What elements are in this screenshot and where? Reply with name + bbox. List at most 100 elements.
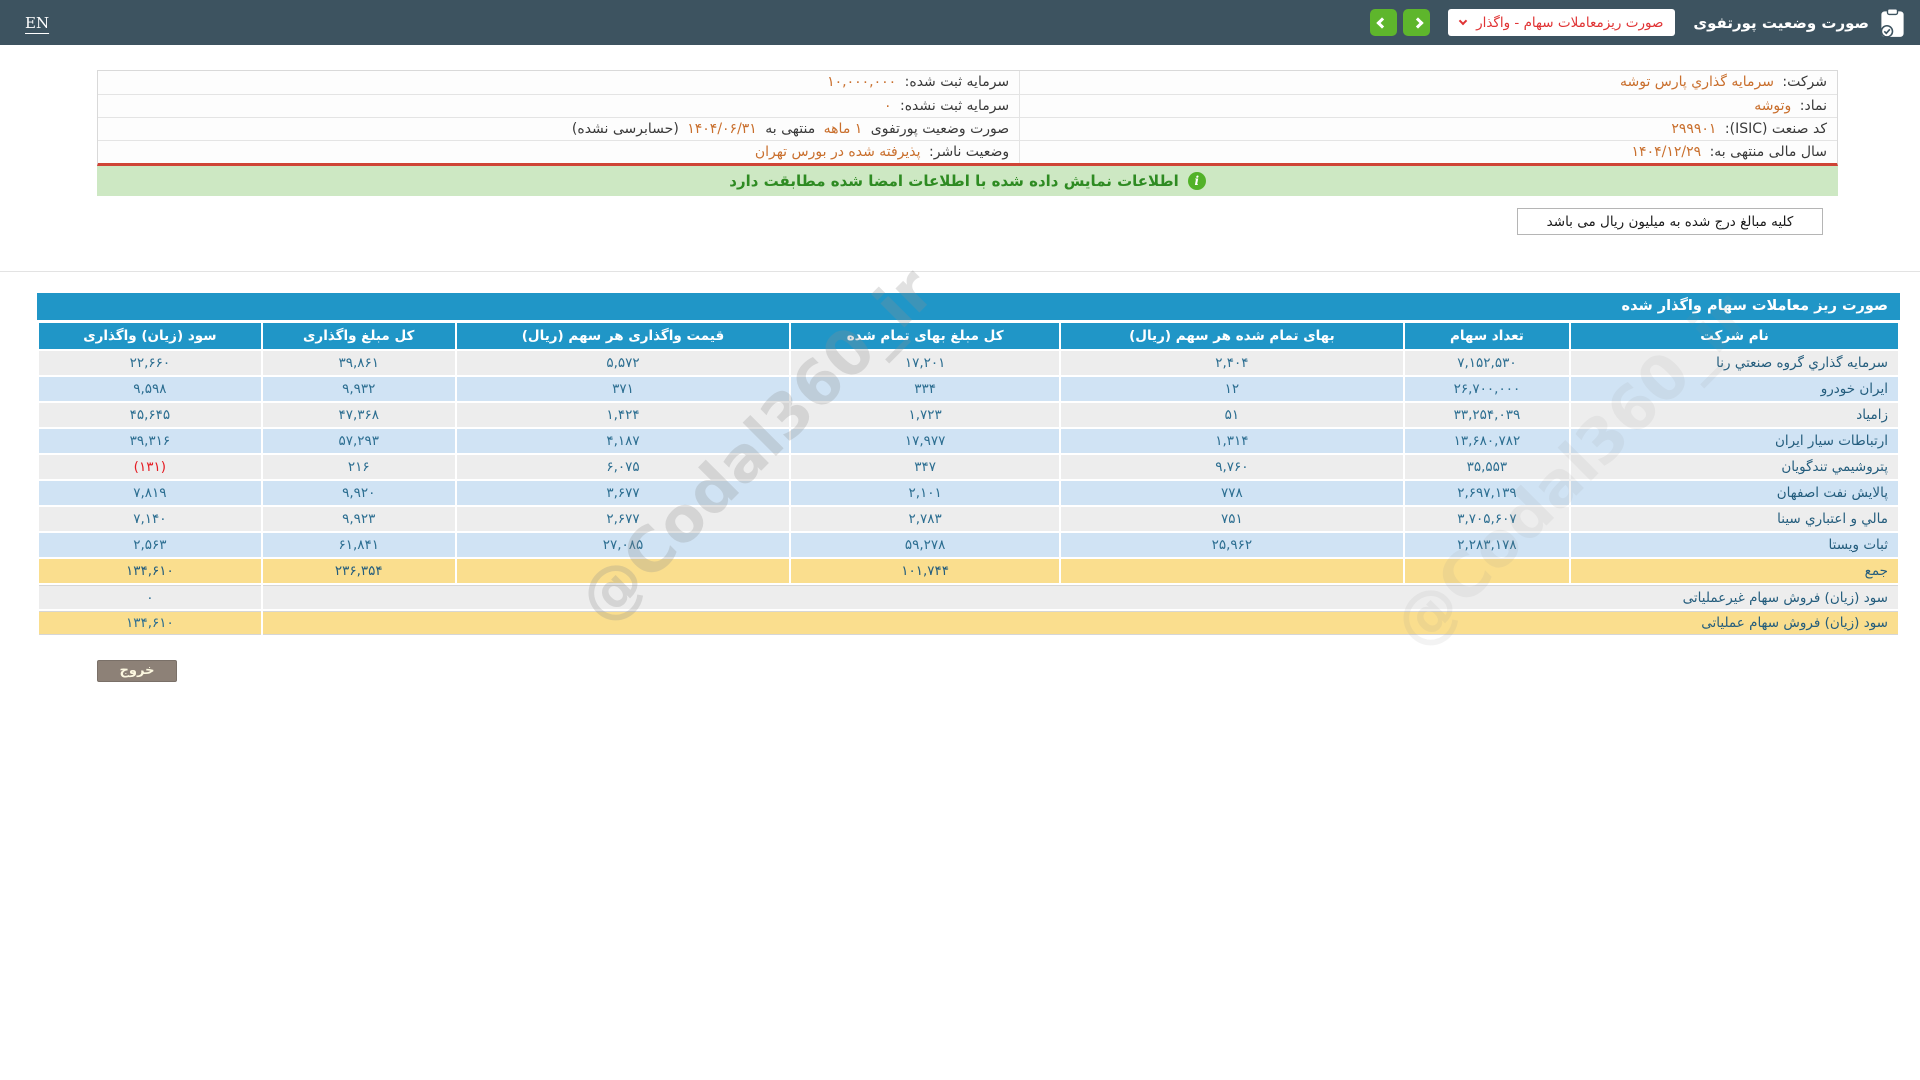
total-profit-cell: ۱۳۴,۶۱۰ xyxy=(39,559,261,583)
cost-per-share-cell: ۷۵۱ xyxy=(1061,507,1403,531)
table-row: ثبات ویستا ۲,۲۸۳,۱۷۸ ۲۵,۹۶۲ ۵۹,۲۷۸ ۲۷,۰۸۵ ۶۱,… xyxy=(39,533,1898,557)
table-row: پتروشیمي تندگویان ۳۵,۵۵۳ ۹,۷۶۰ ۳۴۷ ۶,۰۷۵ ۲۱۶(… xyxy=(39,455,1898,479)
info-row-symbol: نماد: وتوشه سرمایه ثبت نشده: ۰ xyxy=(98,94,1837,118)
prev-report-button[interactable] xyxy=(1370,9,1398,36)
company-info-table: شرکت: سرمایه گذاري پارس توشه سرمایه ثبت … xyxy=(98,71,1837,163)
company-cell: شرکت: سرمایه گذاري پارس توشه xyxy=(1019,71,1837,95)
total-transfer-cell: ۴۷,۳۶۸ xyxy=(262,403,455,427)
total-transfer-cell: ۹,۹۲۳ xyxy=(262,507,455,531)
registered-capital-label: سرمایه ثبت شده: xyxy=(904,74,1010,91)
company-name-cell: ایران خودرو xyxy=(1571,377,1898,401)
table-row: سرمایه گذاري گروه صنعتي رنا ۷,۱۵۲,۵۳۰ ۲,۴۰… xyxy=(39,351,1898,375)
signed-banner-text: اطلاعات نمایش داده شده با اطلاعات امضا ش… xyxy=(729,172,1179,190)
signed-info-banner: i اطلاعات نمایش داده شده با اطلاعات امضا… xyxy=(97,166,1838,196)
table-row: مالي و اعتباري سینا ۳,۷۰۵,۶۰۷ ۷۵۱ ۲,۷۸۳ ۲,۶۷… xyxy=(39,507,1898,531)
exit-button[interactable]: خروج xyxy=(97,660,177,682)
table-row: ارتباطات سیار ایران ۱۳,۶۸۰,۷۸۲ ۱,۳۱۴ ۱۷,۹۷۷… xyxy=(39,429,1898,453)
info-row-isic: کد صنعت (ISIC): ۲۹۹۹۰۱ صورت وضعیت پورتفو… xyxy=(98,117,1837,141)
total-cost-cell: ۱,۷۲۳ xyxy=(791,403,1060,427)
company-name-cell: پتروشیمي تندگویان xyxy=(1571,455,1898,479)
total-cost-cell: ۱۷,۲۰۱ xyxy=(791,351,1060,375)
page-title: صورت وضعیت پورتفوی xyxy=(1693,13,1869,32)
table-title: صورت ریز معاملات سهام واگذار شده xyxy=(37,293,1900,320)
registered-capital-value: ۱۰,۰۰۰,۰۰۰ xyxy=(827,74,897,91)
isic-label: کد صنعت (ISIC): xyxy=(1724,120,1827,137)
transfer-price-cell: ۱,۴۲۴ xyxy=(456,403,790,427)
column-header-4: قیمت واگذاری هر سهم (ریال) xyxy=(456,323,790,349)
symbol-label: نماد: xyxy=(1799,97,1827,114)
fiscal-year-value: ۱۴۰۴/۱۲/۲۹ xyxy=(1631,143,1702,160)
cost-per-share-cell: ۱,۳۱۴ xyxy=(1061,429,1403,453)
table-row: زامیاد ۳۳,۲۵۴,۰۳۹ ۵۱ ۱,۷۲۳ ۱,۴۲۴ ۴۷,۳۶۸ ۴۵,۶۴۵ xyxy=(39,403,1898,427)
profit-cell: ۷,۱۴۰ xyxy=(39,507,261,531)
profit-cell: (۱۳۱) xyxy=(39,455,261,479)
cost-per-share-cell: ۷۷۸ xyxy=(1061,481,1403,505)
total-cost-per-share-cell xyxy=(1061,559,1403,583)
total-transfer-cell: ۹,۹۳۲ xyxy=(262,377,455,401)
column-header-0: نام شرکت xyxy=(1571,323,1898,349)
total-transfer-cell: ۳۹,۸۶۱ xyxy=(262,351,455,375)
isic-value: ۲۹۹۹۰۱ xyxy=(1671,120,1717,137)
info-row-company: شرکت: سرمایه گذاري پارس توشه سرمایه ثبت … xyxy=(98,71,1837,95)
header-right-group: صورت وضعیت پورتفوی صورت ریزمعاملات سهام … xyxy=(1364,7,1906,38)
info-row-fiscal-year: سال مالی منتهی به: ۱۴۰۴/۱۲/۲۹ وضعیت ناشر… xyxy=(98,140,1837,163)
top-header-bar: صورت وضعیت پورتفوی صورت ریزمعاملات سهام … xyxy=(0,0,1920,45)
summary-value-cell: ۱۳۴,۶۱۰ xyxy=(39,611,261,635)
next-report-button[interactable] xyxy=(1403,9,1431,36)
summary-label-cell: سود (زیان) فروش سهام غیرعملیاتی xyxy=(262,585,1898,609)
shares-cell: ۷,۱۵۲,۵۳۰ xyxy=(1404,351,1570,375)
shares-cell: ۱۳,۶۸۰,۷۸۲ xyxy=(1404,429,1570,453)
footer-actions: خروج xyxy=(97,659,1920,682)
shares-cell: ۲,۶۹۷,۱۳۹ xyxy=(1404,481,1570,505)
cost-per-share-cell: ۹,۷۶۰ xyxy=(1061,455,1403,479)
profit-cell: ۲۲,۶۶۰ xyxy=(39,351,261,375)
company-name-cell: پالایش نفت اصفهان xyxy=(1571,481,1898,505)
transactions-section: صورت ریز معاملات سهام واگذار شده نام شرک… xyxy=(37,293,1900,637)
portfolio-clipboard-icon xyxy=(1879,7,1906,38)
company-name-cell: ارتباطات سیار ایران xyxy=(1571,429,1898,453)
portfolio-ending-date: ۱۴۰۴/۰۶/۳۱ xyxy=(687,120,757,137)
shares-cell: ۲,۲۸۳,۱۷۸ xyxy=(1404,533,1570,557)
total-cost-cell: ۲,۱۰۱ xyxy=(791,481,1060,505)
company-value: سرمایه گذاري پارس توشه xyxy=(1619,74,1774,91)
issuer-status-label: وضعیت ناشر: xyxy=(929,143,1010,160)
report-type-dropdown[interactable]: صورت ریزمعاملات سهام - واگذار xyxy=(1448,9,1676,36)
language-toggle-link[interactable]: EN xyxy=(25,13,50,32)
total-cost-cell: ۲,۷۸۳ xyxy=(791,507,1060,531)
info-icon: i xyxy=(1187,172,1206,190)
column-header-1: تعداد سهام xyxy=(1404,323,1570,349)
transfer-price-cell: ۲۷,۰۸۵ xyxy=(456,533,790,557)
company-info-panel: شرکت: سرمایه گذاري پارس توشه سرمایه ثبت … xyxy=(97,70,1838,166)
transfer-price-cell: ۲,۶۷۷ xyxy=(456,507,790,531)
total-cost-cell: ۵۹,۲۷۸ xyxy=(791,533,1060,557)
shares-cell: ۳,۷۰۵,۶۰۷ xyxy=(1404,507,1570,531)
company-name-cell: سرمایه گذاري گروه صنعتي رنا xyxy=(1571,351,1898,375)
total-label-cell: جمع xyxy=(1571,559,1898,583)
symbol-value: وتوشه xyxy=(1754,97,1792,114)
cost-per-share-cell: ۲۵,۹۶۲ xyxy=(1061,533,1403,557)
fiscal-year-cell: سال مالی منتهی به: ۱۴۰۴/۱۲/۲۹ xyxy=(1019,140,1837,163)
portfolio-ending-label: منتهی به xyxy=(765,120,816,137)
chevron-right-icon xyxy=(1412,16,1424,29)
transfer-price-cell: ۶,۰۷۵ xyxy=(456,455,790,479)
transfer-price-cell: ۵,۵۷۲ xyxy=(456,351,790,375)
total-transfer-cell: ۶۱,۸۴۱ xyxy=(262,533,455,557)
portfolio-audit-note: (حسابرسی نشده) xyxy=(571,120,679,137)
profit-cell: ۷,۸۱۹ xyxy=(39,481,261,505)
issuer-status-cell: وضعیت ناشر: پذیرفته شده در بورس تهران xyxy=(98,140,1020,163)
table-row: ایران خودرو ۲۶,۷۰۰,۰۰۰ ۱۲ ۳۳۴ ۳۷۱ ۹,۹۳۲ ۹,۵۹۸ xyxy=(39,377,1898,401)
portfolio-statement-cell: صورت وضعیت پورتفوی ۱ ماهه منتهی به ۱۴۰۴/… xyxy=(98,117,1020,141)
total-cost-sum-cell: ۱۰۱,۷۴۴ xyxy=(791,559,1060,583)
total-shares-cell xyxy=(1404,559,1570,583)
total-cost-cell: ۳۳۴ xyxy=(791,377,1060,401)
unregistered-capital-label: سرمایه ثبت نشده: xyxy=(899,97,1010,114)
summary-row: سود (زیان) فروش سهام عملیاتی ۱۳۴,۶۱۰ xyxy=(39,611,1898,635)
total-cost-cell: ۳۴۷ xyxy=(791,455,1060,479)
unregistered-capital-cell: سرمایه ثبت نشده: ۰ xyxy=(98,94,1020,118)
portfolio-statement-label: صورت وضعیت پورتفوی xyxy=(870,120,1010,137)
cost-per-share-cell: ۵۱ xyxy=(1061,403,1403,427)
portfolio-period-value: ۱ ماهه xyxy=(823,120,863,137)
total-transfer-cell: ۹,۹۲۰ xyxy=(262,481,455,505)
isic-cell: کد صنعت (ISIC): ۲۹۹۹۰۱ xyxy=(1019,117,1837,141)
company-label: شرکت: xyxy=(1782,74,1827,91)
